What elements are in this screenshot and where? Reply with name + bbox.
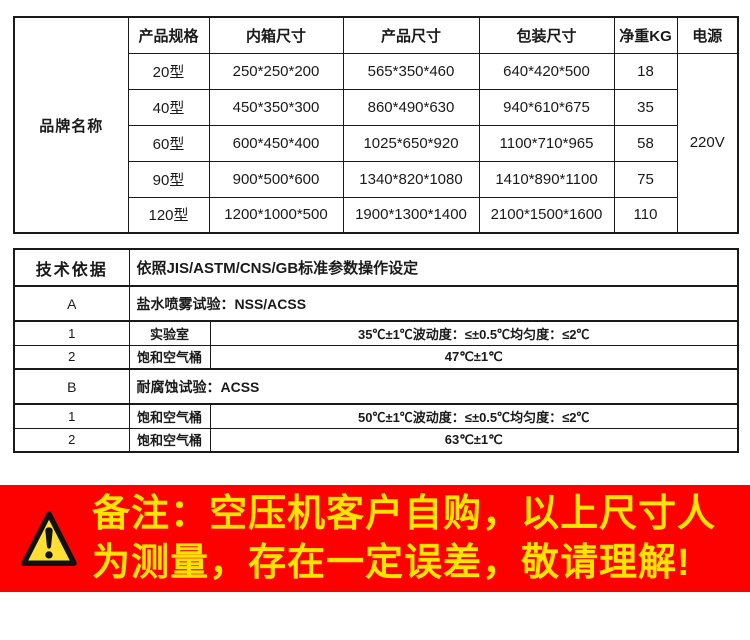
product-size-cell: 1900*1300*1400 (342, 196, 480, 234)
chamber-cell: 饱和空气桶 (128, 403, 211, 429)
section-b-row: B 耐腐蚀试验：ACSS (13, 368, 739, 405)
model-cell: 60型 (127, 124, 210, 162)
spec-row-40: 40型 450*350*300 860*490*630 940*610*675 … (14, 88, 738, 126)
temp-spec-cell: 63℃±1℃ (209, 427, 739, 453)
inner-box-size-cell: 250*250*200 (208, 52, 344, 90)
product-size-cell: 1340*820*1080 (342, 160, 480, 198)
row-no-cell: 1 (13, 320, 130, 346)
warning-triangle-icon (20, 508, 78, 570)
col-header-product-size: 产品尺寸 (342, 16, 480, 54)
section-b-name-cell: 耐腐蚀试验：ACSS (128, 368, 739, 405)
section-a-sub-row-2: 2 饱和空气桶 47℃±1℃ (13, 344, 739, 370)
col-header-model: 产品规格 (127, 16, 210, 54)
row-no-cell: 2 (13, 427, 130, 453)
notice-line-2: 为测量，存在一定误差，敬请理解! (92, 541, 691, 584)
tech-basis-label-cell: 技术依据 (13, 248, 130, 287)
product-spec-table: 品牌名称 产品规格 内箱尺寸 产品尺寸 包装尺寸 净重KG 电源 20型 250… (13, 16, 739, 234)
net-weight-cell: 18 (613, 52, 678, 90)
tech-title-row: 技术依据 依照JIS/ASTM/CNS/GB标准参数操作设定 (13, 248, 739, 287)
inner-box-size-cell: 1200*1000*500 (208, 196, 344, 234)
temp-spec-cell: 35℃±1℃波动度：≤±0.5℃均匀度：≤2℃ (209, 320, 739, 346)
package-size-cell: 1410*890*1100 (478, 160, 615, 198)
temp-spec-cell: 50℃±1℃波动度：≤±0.5℃均匀度：≤2℃ (209, 403, 739, 429)
chamber-cell: 饱和空气桶 (128, 427, 211, 453)
model-cell: 90型 (127, 160, 210, 198)
net-weight-cell: 58 (613, 124, 678, 162)
spec-row-120: 120型 1200*1000*500 1900*1300*1400 2100*1… (14, 196, 738, 234)
package-size-cell: 640*420*500 (478, 52, 615, 90)
spec-row-90: 90型 900*500*600 1340*820*1080 1410*890*1… (14, 160, 738, 198)
tech-basis-value-cell: 依照JIS/ASTM/CNS/GB标准参数操作设定 (128, 248, 739, 287)
product-size-cell: 565*350*460 (342, 52, 480, 90)
notice-line-1: 备注：空压机客户自购，以上尺寸人 (92, 492, 717, 535)
col-header-net-weight: 净重KG (613, 16, 678, 54)
col-header-inner-box-size: 内箱尺寸 (208, 16, 344, 54)
notice-text: 备注：空压机客户自购，以上尺寸人 为测量，存在一定误差，敬请理解! (92, 490, 716, 588)
chamber-cell: 饱和空气桶 (128, 344, 211, 370)
section-a-sub-row-1: 1 实验室 35℃±1℃波动度：≤±0.5℃均匀度：≤2℃ (13, 320, 739, 346)
model-cell: 40型 (127, 88, 210, 126)
technical-basis-table: 技术依据 依照JIS/ASTM/CNS/GB标准参数操作设定 A 盐水喷雾试验：… (13, 248, 739, 453)
brand-name-cell: 品牌名称 (13, 16, 129, 234)
spec-row-60: 60型 600*450*400 1025*650*920 1100*710*96… (14, 124, 738, 162)
col-header-power: 电源 (676, 16, 739, 54)
section-b-sub-row-1: 1 饱和空气桶 50℃±1℃波动度：≤±0.5℃均匀度：≤2℃ (13, 403, 739, 429)
section-a-row: A 盐水喷雾试验：NSS/ACSS (13, 285, 739, 322)
power-value-cell: 220V (676, 52, 739, 234)
model-cell: 120型 (127, 196, 210, 234)
product-size-cell: 1025*650*920 (342, 124, 480, 162)
net-weight-cell: 75 (613, 160, 678, 198)
package-size-cell: 2100*1500*1600 (478, 196, 615, 234)
spec-row-20: 20型 250*250*200 565*350*460 640*420*500 … (14, 52, 739, 234)
notice-banner: 备注：空压机客户自购，以上尺寸人 为测量，存在一定误差，敬请理解! (0, 485, 750, 592)
model-cell: 20型 (127, 52, 210, 90)
inner-box-size-cell: 900*500*600 (208, 160, 344, 198)
section-a-key-cell: A (13, 285, 130, 322)
row-no-cell: 2 (13, 344, 130, 370)
net-weight-cell: 110 (613, 196, 678, 234)
temp-spec-cell: 47℃±1℃ (209, 344, 739, 370)
inner-box-size-cell: 600*450*400 (208, 124, 344, 162)
section-b-sub-row-2: 2 饱和空气桶 63℃±1℃ (13, 427, 739, 453)
col-header-package-size: 包装尺寸 (478, 16, 615, 54)
section-b-key-cell: B (13, 368, 130, 405)
chamber-cell: 实验室 (128, 320, 211, 346)
spec-header-row: 品牌名称 产品规格 内箱尺寸 产品尺寸 包装尺寸 净重KG 电源 (13, 16, 739, 234)
inner-box-size-cell: 450*350*300 (208, 88, 344, 126)
package-size-cell: 940*610*675 (478, 88, 615, 126)
product-size-cell: 860*490*630 (342, 88, 480, 126)
section-a-name-cell: 盐水喷雾试验：NSS/ACSS (128, 285, 739, 322)
row-no-cell: 1 (13, 403, 130, 429)
net-weight-cell: 35 (613, 88, 678, 126)
package-size-cell: 1100*710*965 (478, 124, 615, 162)
